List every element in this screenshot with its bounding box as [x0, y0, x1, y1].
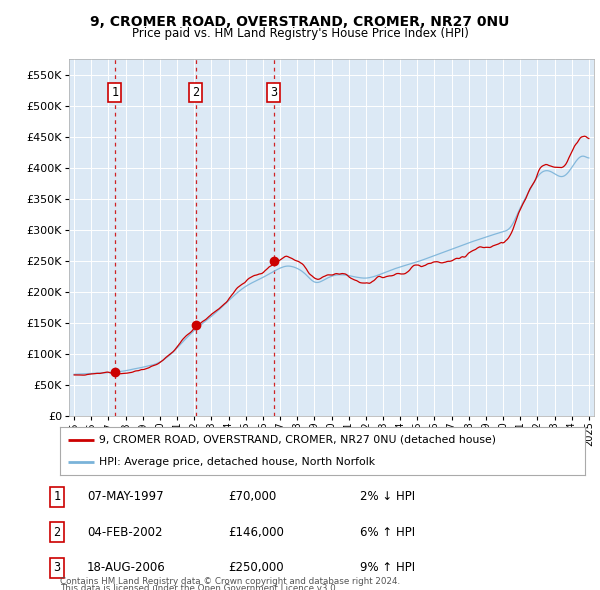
Text: 18-AUG-2006: 18-AUG-2006	[87, 561, 166, 574]
Text: 9, CROMER ROAD, OVERSTRAND, CROMER, NR27 0NU (detached house): 9, CROMER ROAD, OVERSTRAND, CROMER, NR27…	[100, 435, 496, 445]
Text: 3: 3	[53, 561, 61, 574]
Text: 2% ↓ HPI: 2% ↓ HPI	[360, 490, 415, 503]
Text: 2: 2	[192, 86, 199, 99]
Text: £70,000: £70,000	[228, 490, 276, 503]
Text: £250,000: £250,000	[228, 561, 284, 574]
Text: 1: 1	[111, 86, 118, 99]
Text: 2: 2	[53, 526, 61, 539]
Text: 07-MAY-1997: 07-MAY-1997	[87, 490, 164, 503]
Text: 6% ↑ HPI: 6% ↑ HPI	[360, 526, 415, 539]
Text: HPI: Average price, detached house, North Norfolk: HPI: Average price, detached house, Nort…	[100, 457, 376, 467]
Text: 9% ↑ HPI: 9% ↑ HPI	[360, 561, 415, 574]
Text: £146,000: £146,000	[228, 526, 284, 539]
Text: This data is licensed under the Open Government Licence v3.0.: This data is licensed under the Open Gov…	[60, 584, 338, 590]
Text: 3: 3	[270, 86, 277, 99]
Text: Price paid vs. HM Land Registry's House Price Index (HPI): Price paid vs. HM Land Registry's House …	[131, 27, 469, 40]
Text: 9, CROMER ROAD, OVERSTRAND, CROMER, NR27 0NU: 9, CROMER ROAD, OVERSTRAND, CROMER, NR27…	[91, 15, 509, 29]
Text: 1: 1	[53, 490, 61, 503]
Text: Contains HM Land Registry data © Crown copyright and database right 2024.: Contains HM Land Registry data © Crown c…	[60, 577, 400, 586]
Text: 04-FEB-2002: 04-FEB-2002	[87, 526, 163, 539]
